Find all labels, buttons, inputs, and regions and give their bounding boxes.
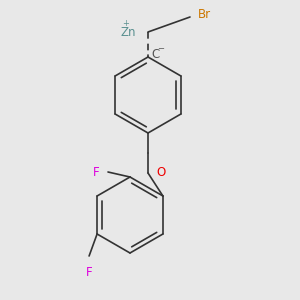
Text: +: +	[123, 20, 129, 28]
Text: Br: Br	[198, 8, 211, 22]
Text: Zn: Zn	[121, 26, 136, 38]
Text: F: F	[86, 266, 92, 279]
Text: −: −	[158, 44, 164, 53]
Text: O: O	[156, 167, 165, 179]
Text: C: C	[151, 49, 159, 62]
Text: F: F	[93, 166, 100, 178]
